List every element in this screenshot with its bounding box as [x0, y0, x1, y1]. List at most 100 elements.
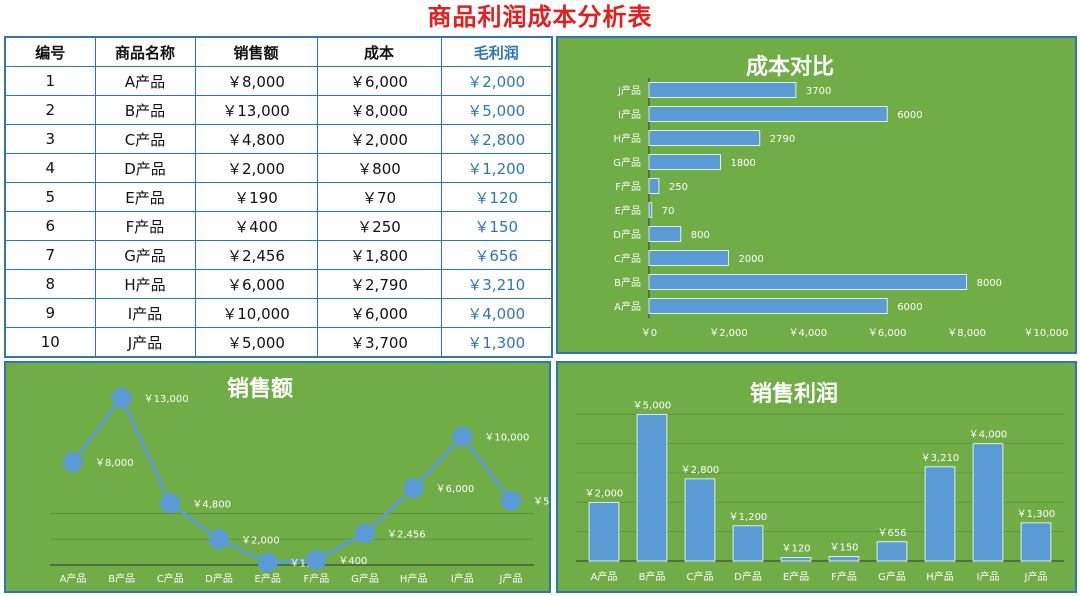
cell-product-name: G产品 [94, 240, 196, 270]
point-B产品 [111, 387, 132, 408]
cell-cost: ￥6,000 [316, 66, 442, 96]
data-label: ￥8,000 [95, 458, 134, 469]
bar-I产品 [972, 443, 1004, 562]
category-label: I产品 [977, 570, 1000, 583]
data-label: 1800 [730, 158, 755, 169]
category-label: G产品 [878, 570, 906, 583]
cell-id: 5 [4, 182, 96, 212]
cell-sales: ￥2,456 [194, 240, 318, 270]
data-label: 250 [669, 182, 688, 193]
category-label: A产品 [614, 300, 641, 313]
point-J产品 [501, 490, 521, 511]
data-label: ￥120 [781, 543, 810, 554]
table-row: 8 H产品 ￥6,000 ￥2,790 ￥3,210 [4, 269, 553, 299]
sales-series-line [71, 394, 513, 565]
category-label: G产品 [613, 156, 641, 169]
data-label: ￥2,000 [241, 535, 280, 546]
header-cost: 成本 [316, 36, 442, 67]
header-sales: 销售额 [194, 36, 318, 67]
cell-id: 2 [4, 95, 96, 125]
category-label: E产品 [255, 572, 281, 585]
point-C产品 [160, 493, 181, 514]
bar-J产品 [648, 82, 797, 98]
data-label: 3700 [806, 86, 831, 97]
cell-gross-profit: ￥2,000 [440, 66, 553, 96]
table-row: 9 I产品 ￥10,000 ￥6,000 ￥4,000 [4, 298, 553, 328]
cell-cost: ￥70 [316, 182, 442, 212]
cell-id: 9 [4, 298, 96, 328]
table-row: 10 J产品 ￥5,000 ￥3,700 ￥1,300 [4, 327, 553, 358]
cell-product-name: H产品 [94, 269, 196, 299]
bar-H产品 [648, 130, 761, 146]
cell-product-name: C产品 [94, 124, 196, 154]
table-row: 3 C产品 ￥4,800 ￥2,000 ￥2,800 [4, 124, 553, 154]
cell-gross-profit: ￥150 [440, 211, 553, 241]
data-label: ￥3,210 [921, 453, 960, 464]
category-label: J产品 [617, 84, 641, 97]
cell-gross-profit: ￥120 [440, 182, 553, 212]
cell-id: 6 [4, 211, 96, 241]
bar-F产品 [828, 556, 860, 562]
sales-line-chart: 销售额 ￥8,000 A产品 ￥13,000 B产品 ￥4,800 C产品 ￥2,000 D产品… [50, 376, 549, 585]
bar-J产品 [1020, 522, 1052, 562]
category-label: A产品 [60, 572, 87, 585]
category-label: B产品 [614, 276, 641, 289]
cell-gross-profit: ￥656 [440, 240, 553, 270]
cell-product-name: D产品 [94, 153, 196, 183]
category-label: J产品 [1024, 570, 1048, 583]
category-label: I产品 [451, 572, 474, 585]
tick-label: ￥8,000 [947, 328, 986, 339]
cell-sales: ￥5,000 [194, 327, 318, 358]
table-row: 5 E产品 ￥190 ￥70 ￥120 [4, 182, 553, 212]
data-label: ￥13,000 [144, 394, 189, 405]
table-row: 4 D产品 ￥2,000 ￥800 ￥1,200 [4, 153, 553, 183]
data-label: 70 [662, 206, 675, 217]
cell-product-name: F产品 [94, 211, 196, 241]
data-label: ￥400 [338, 556, 367, 567]
bar-I产品 [648, 106, 888, 122]
category-label: H产品 [400, 572, 428, 585]
tick-label: ￥10,000 [1024, 328, 1069, 339]
bar-B产品 [648, 274, 968, 290]
table-row: 2 B产品 ￥13,000 ￥8,000 ￥5,000 [4, 95, 553, 125]
category-label: C产品 [687, 570, 714, 583]
data-label: ￥2,800 [681, 465, 720, 476]
data-label: ￥1,300 [1017, 509, 1056, 520]
category-label: F产品 [303, 572, 329, 585]
point-F产品 [306, 549, 327, 570]
bar-H产品 [924, 466, 956, 562]
data-label: ￥1,200 [729, 512, 768, 523]
data-label: ￥150 [829, 543, 858, 554]
cell-id: 10 [4, 327, 96, 358]
category-label: C产品 [157, 572, 184, 585]
bar-B产品 [636, 413, 668, 562]
data-label: ￥5,000 [533, 497, 549, 508]
sales-panel: 销售额 ￥8,000 A产品 ￥13,000 B产品 ￥4,800 C产品 ￥2,000 D产品… [4, 361, 551, 593]
category-label: I产品 [618, 108, 641, 121]
cell-gross-profit: ￥1,300 [440, 327, 553, 358]
cell-cost: ￥3,700 [316, 327, 442, 358]
category-label: D产品 [613, 228, 641, 241]
cell-id: 4 [4, 153, 96, 183]
cell-cost: ￥6,000 [316, 298, 442, 328]
cell-id: 8 [4, 269, 96, 299]
category-label: E产品 [783, 570, 809, 583]
cell-id: 3 [4, 124, 96, 154]
bar-A产品 [648, 298, 888, 314]
data-label: ￥4,800 [192, 499, 231, 510]
cell-gross-profit: ￥2,800 [440, 124, 553, 154]
cell-product-name: E产品 [94, 182, 196, 212]
data-label: ￥5,000 [633, 400, 672, 411]
point-I产品 [452, 426, 473, 447]
bar-D产品 [732, 525, 764, 562]
point-E产品 [257, 552, 278, 573]
cell-gross-profit: ￥5,000 [440, 95, 553, 125]
bar-G产品 [876, 541, 908, 562]
tick-label: ￥2,000 [709, 328, 748, 339]
data-label: ￥190 [290, 559, 319, 570]
data-label: 2000 [738, 254, 763, 265]
category-label: G产品 [351, 572, 379, 585]
cell-product-name: A产品 [94, 66, 196, 96]
cell-id: 1 [4, 66, 96, 96]
header-gross-profit: 毛利润 [440, 36, 553, 67]
